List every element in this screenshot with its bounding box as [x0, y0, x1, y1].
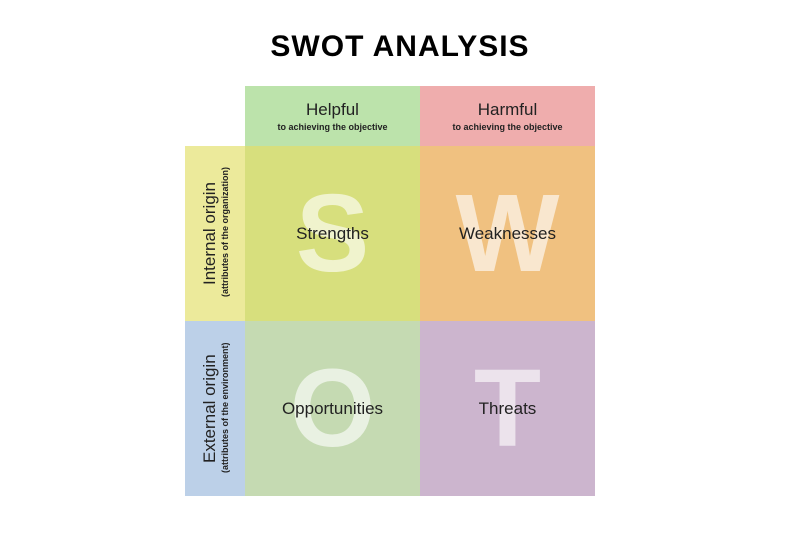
cell-label: Weaknesses — [459, 224, 556, 244]
col-header-main: Harmful — [478, 100, 538, 120]
cell-label: Opportunities — [282, 399, 383, 419]
cell-opportunities: O Opportunities — [245, 321, 420, 496]
col-header-harmful: Harmful to achieving the objective — [420, 86, 595, 146]
row-header-sub: (attributes of the organization) — [220, 168, 230, 298]
swot-matrix: Helpful to achieving the objective Harmf… — [185, 86, 595, 496]
diagram-title: SWOT ANALYSIS — [270, 30, 529, 64]
col-header-sub: to achieving the objective — [277, 122, 387, 132]
row-header-main: External origin — [200, 354, 220, 463]
row-header-main: Internal origin — [200, 182, 220, 285]
col-header-sub: to achieving the objective — [452, 122, 562, 132]
cell-label: Strengths — [296, 224, 369, 244]
blank-corner — [185, 86, 245, 146]
cell-threats: T Threats — [420, 321, 595, 496]
cell-weaknesses: W Weaknesses — [420, 146, 595, 321]
cell-label: Threats — [479, 399, 537, 419]
row-header-internal: Internal origin (attributes of the organ… — [185, 146, 245, 321]
row-header-external: External origin (attributes of the envir… — [185, 321, 245, 496]
row-header-sub: (attributes of the environment) — [220, 342, 230, 473]
cell-strengths: S Strengths — [245, 146, 420, 321]
col-header-helpful: Helpful to achieving the objective — [245, 86, 420, 146]
col-header-main: Helpful — [306, 100, 359, 120]
